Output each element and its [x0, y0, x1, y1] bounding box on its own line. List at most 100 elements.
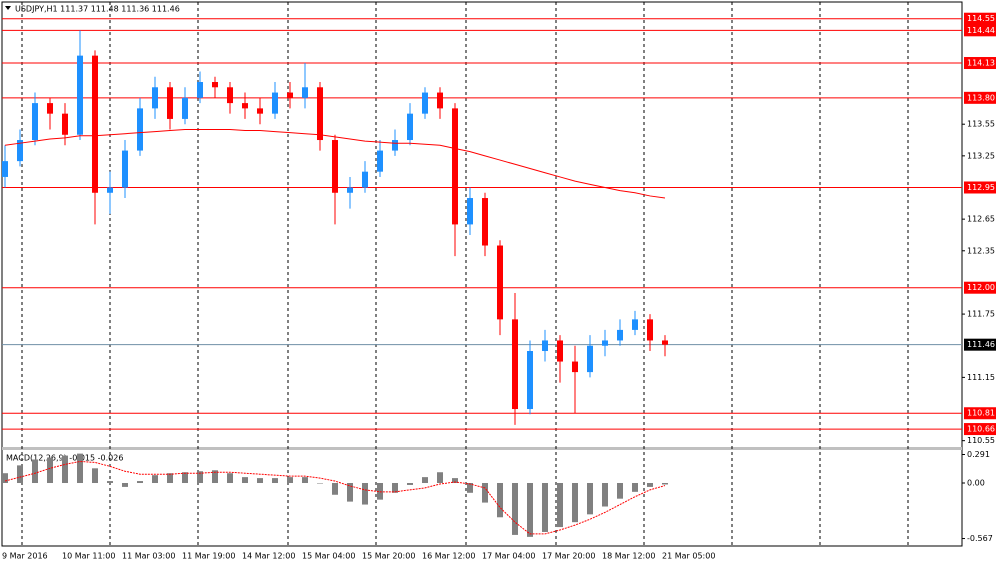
macd-bar [47, 457, 53, 484]
level-label: 110.66 [967, 425, 995, 434]
candle-body [32, 103, 38, 141]
macd-bar [167, 473, 173, 484]
x-tick-label: 18 Mar 12:00 [602, 552, 655, 561]
candle-body [287, 92, 293, 98]
macd-bar [452, 478, 458, 484]
macd-bar [602, 483, 608, 507]
macd-y-tick-label: 0.00 [967, 479, 985, 488]
y-tick-label: 112.35 [967, 246, 995, 255]
candle-body [197, 82, 203, 98]
candle-body [512, 319, 518, 410]
macd-bar [422, 477, 428, 484]
candle-body [392, 140, 398, 151]
candle-body [452, 108, 458, 225]
macd-bar [62, 455, 68, 484]
macd-bar [407, 483, 413, 485]
y-tick-label: 110.55 [967, 436, 995, 445]
macd-bar [287, 477, 293, 484]
plot-frame [1, 1, 963, 547]
candle-body [497, 245, 503, 320]
macd-bar [392, 483, 398, 493]
macd-bar [512, 483, 518, 535]
candle-body [92, 55, 98, 193]
candle-body [2, 161, 8, 177]
x-tick-label: 9 Mar 2016 [2, 552, 48, 561]
macd-bar [482, 483, 488, 503]
candle-body [212, 82, 218, 88]
candle-body [362, 171, 368, 188]
macd-bar [242, 477, 248, 484]
level-label: 114.55 [967, 14, 995, 23]
candle-body [527, 351, 533, 410]
level-label: 112.00 [967, 283, 995, 292]
x-tick-label: 17 Mar 04:00 [482, 552, 535, 561]
candle-body [437, 92, 443, 109]
macd-bar [92, 468, 98, 484]
candle-body [47, 103, 53, 114]
macd-bar [272, 478, 278, 484]
macd-bar [152, 475, 158, 484]
macd-bar [362, 483, 368, 505]
level-label: 110.81 [967, 409, 995, 418]
candle-body [632, 319, 638, 330]
macd-bar [347, 483, 353, 502]
candle-body [332, 140, 338, 193]
level-label: 114.13 [967, 59, 995, 68]
macd-bar [257, 478, 263, 484]
candle-body [62, 113, 68, 135]
y-tick-label: 112.65 [967, 215, 995, 224]
macd-bar [632, 483, 638, 492]
macd-bar [617, 483, 623, 499]
macd-bar [77, 453, 83, 484]
macd-bar [647, 483, 653, 487]
candle-body [77, 55, 83, 135]
level-label-box [964, 91, 996, 104]
macd-bar [227, 473, 233, 484]
candle-body [182, 97, 188, 119]
candle-body [257, 108, 263, 114]
candle-body [377, 150, 383, 172]
candle-body [647, 319, 653, 341]
x-tick-label: 14 Mar 12:00 [242, 552, 295, 561]
x-tick-label: 17 Mar 20:00 [542, 552, 595, 561]
candle-body [407, 113, 413, 141]
pane-separator [2, 447, 962, 450]
candle-body [617, 329, 623, 341]
candle-body [227, 87, 233, 104]
level-label: 113.80 [967, 93, 995, 102]
level-label-box [964, 57, 996, 70]
macd-bar [137, 481, 143, 484]
x-tick-label: 15 Mar 04:00 [302, 552, 355, 561]
level-label: 112.95 [967, 183, 995, 192]
current-price-label: 111.46 [967, 340, 995, 349]
macd-y-tick-label: -0.567 [967, 534, 993, 543]
x-tick-label: 11 Mar 19:00 [182, 552, 235, 561]
x-tick-label: 10 Mar 11:00 [62, 552, 115, 561]
macd-signal [4, 460, 666, 535]
macd-bar [467, 483, 473, 493]
macd-bar [182, 472, 188, 484]
candle-body [272, 92, 278, 114]
macd-bar [317, 483, 323, 484]
macd-bar [527, 483, 533, 537]
candle-body [572, 361, 578, 373]
level-label-box [964, 423, 996, 436]
candle-body [587, 345, 593, 373]
macd-bar [212, 470, 218, 484]
level-label: 114.44 [967, 26, 995, 35]
x-tick-label: 15 Mar 20:00 [362, 552, 415, 561]
macd-bar [557, 483, 563, 528]
menu-arrow[interactable] [5, 6, 11, 10]
moving-average [4, 128, 666, 199]
candle-body [557, 340, 563, 362]
macd-bar [302, 477, 308, 484]
macd-bar [332, 483, 338, 495]
macd-bar [197, 471, 203, 484]
y-tick-label: 111.15 [967, 373, 995, 382]
candle-body [542, 340, 548, 352]
macd-bar [572, 483, 578, 523]
candle-body [482, 198, 488, 246]
macd-bar [122, 483, 128, 487]
candle-body [467, 198, 473, 225]
